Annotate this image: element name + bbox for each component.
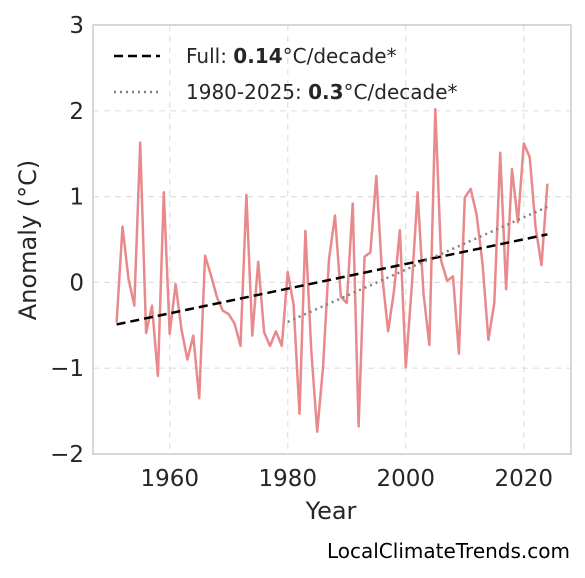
legend-recent-prefix: 1980-2025:: [186, 80, 308, 104]
legend-full-value: 0.14: [233, 44, 282, 68]
y-tick-label: −2: [50, 442, 84, 468]
legend-recent-value: 0.3: [308, 80, 343, 104]
x-tick-label: 1980: [258, 466, 317, 492]
y-axis-title: Anomaly (°C): [14, 160, 42, 320]
y-tick-label: −1: [50, 356, 84, 382]
watermark: LocalClimateTrends.com: [327, 539, 570, 563]
x-tick-label: 2000: [376, 466, 435, 492]
legend-recent-label: 1980-2025: 0.3°C/decade*: [186, 80, 458, 104]
y-tick-label: 0: [69, 270, 84, 296]
legend-recent-suffix: °C/decade*: [344, 80, 458, 104]
trend-line-full: [116, 233, 548, 326]
legend-full-label: Full: 0.14°C/decade*: [186, 44, 397, 68]
x-tick-label: 1960: [140, 466, 199, 492]
y-tick-label: 2: [69, 99, 84, 125]
legend-full-prefix: Full:: [186, 44, 233, 68]
legend-full-suffix: °C/decade*: [283, 44, 397, 68]
x-axis-title: Year: [305, 497, 357, 525]
legend: Full: 0.14°C/decade* 1980-2025: 0.3°C/de…: [114, 44, 458, 104]
plot-lines: [115, 107, 549, 433]
anomaly-series-line: [115, 107, 549, 433]
x-tick-label: 2020: [495, 466, 554, 492]
y-tick-label: 3: [69, 13, 84, 39]
y-tick-label: 1: [69, 185, 84, 211]
tick-labels: 1960 1980 2000 2020 −2 −1 0 1 2 3: [50, 13, 553, 492]
plot-frame: [92, 24, 572, 455]
